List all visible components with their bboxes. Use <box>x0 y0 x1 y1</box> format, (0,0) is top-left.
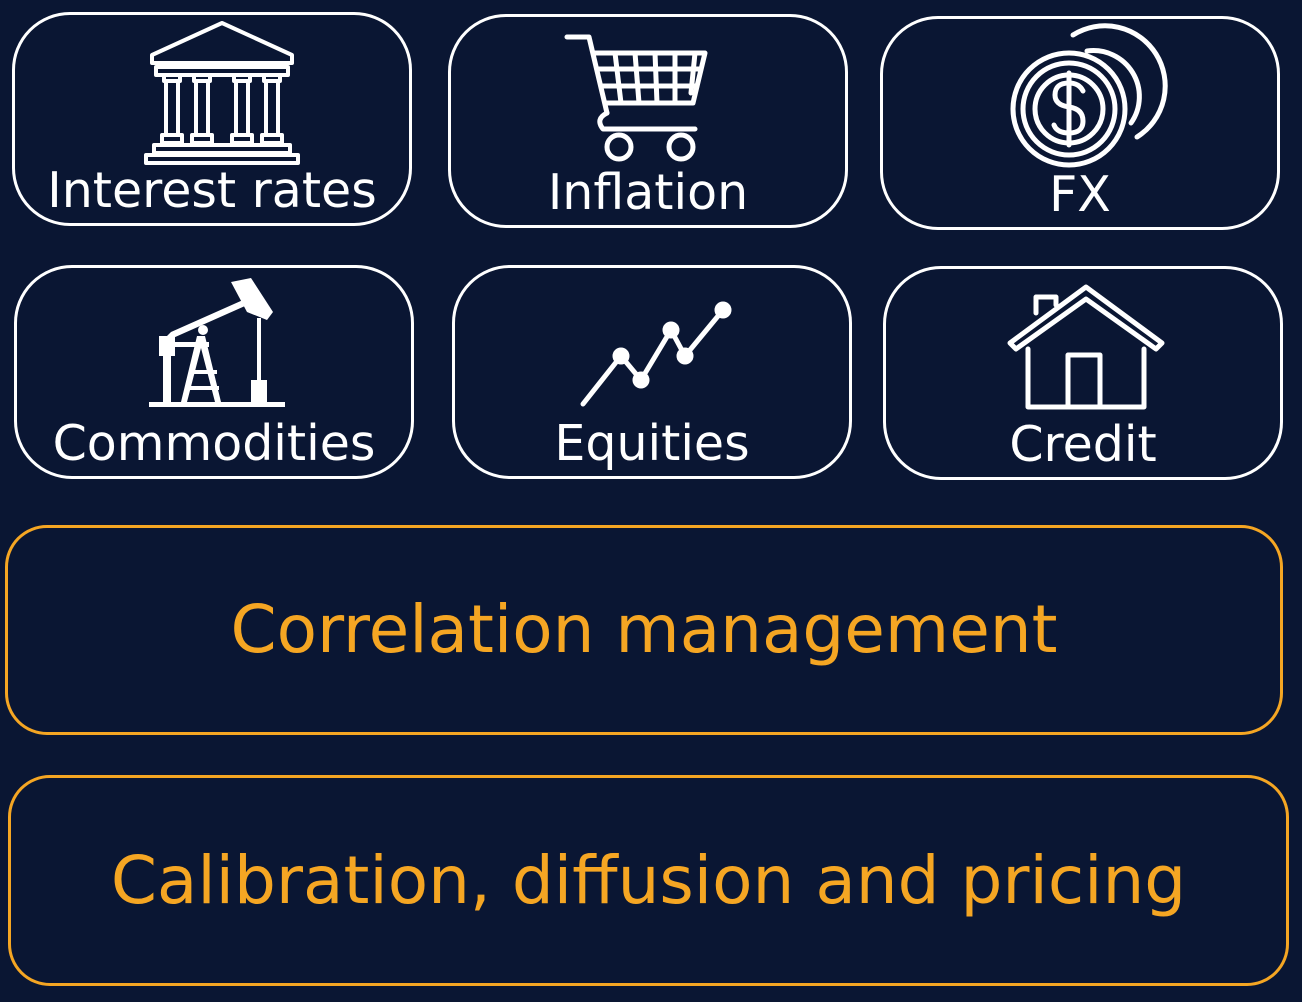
tile-label-commodities: Commodities <box>52 414 376 472</box>
bank-building-icon <box>144 21 300 165</box>
oil-pump-icon <box>149 278 285 407</box>
tile-label-credit: Credit <box>1009 415 1157 473</box>
tile-inflation: Inflation <box>448 14 848 228</box>
tile-label-inflation: Inflation <box>547 163 749 221</box>
dollar-coins-icon <box>1010 23 1168 168</box>
tile-fx: FX <box>880 16 1280 230</box>
trend-line-icon <box>580 301 732 407</box>
shopping-cart-icon <box>564 34 708 162</box>
tile-commodities: Commodities <box>14 265 414 479</box>
tile-label-interest-rates: Interest rates <box>47 161 377 219</box>
calibration-pricing-layer: Calibration, diffusion and pricing <box>8 775 1289 986</box>
tile-label-fx: FX <box>1049 165 1111 223</box>
tile-interest-rates: Interest rates <box>12 12 412 226</box>
tile-credit: Credit <box>883 266 1283 480</box>
tile-label-equities: Equities <box>554 414 750 472</box>
house-icon <box>1007 284 1165 410</box>
tile-equities: Equities <box>452 265 852 479</box>
correlation-management-label: Correlation management <box>230 591 1058 668</box>
calibration-pricing-label: Calibration, diffusion and pricing <box>110 841 1187 919</box>
correlation-management-layer: Correlation management <box>5 525 1283 735</box>
